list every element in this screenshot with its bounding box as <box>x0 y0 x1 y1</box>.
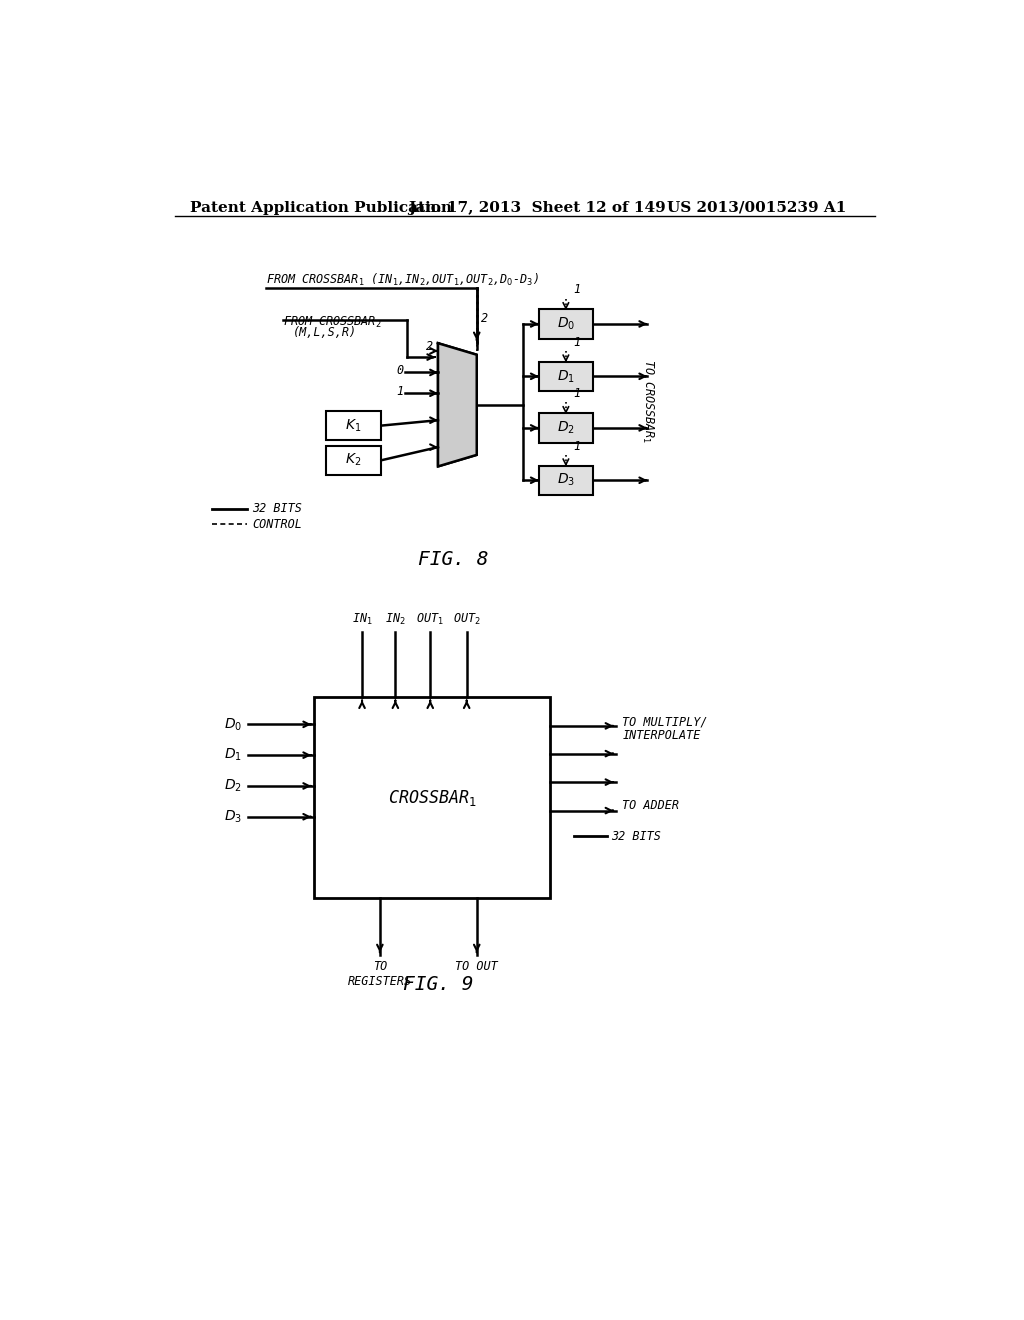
Text: 1: 1 <box>396 385 403 399</box>
Text: 2: 2 <box>426 341 433 354</box>
Text: 2: 2 <box>480 313 487 326</box>
Text: $D_1$: $D_1$ <box>557 368 574 384</box>
Text: 32 BITS: 32 BITS <box>611 829 662 842</box>
Bar <box>314 697 550 898</box>
Text: TO
REGISTERS: TO REGISTERS <box>348 960 412 987</box>
Text: CROSSBAR$_1$: CROSSBAR$_1$ <box>388 788 476 808</box>
Text: 1: 1 <box>573 440 581 453</box>
Bar <box>539 309 593 339</box>
Text: 0: 0 <box>396 364 403 378</box>
Text: TO CROSSBAR$_1$: TO CROSSBAR$_1$ <box>640 359 654 444</box>
Text: OUT$_1$: OUT$_1$ <box>417 612 444 627</box>
Text: TO ADDER: TO ADDER <box>623 799 680 812</box>
Bar <box>539 466 593 495</box>
Text: $D_0$: $D_0$ <box>557 315 574 333</box>
Text: $D_3$: $D_3$ <box>224 809 242 825</box>
Text: FROM CROSSBAR$_2$: FROM CROSSBAR$_2$ <box>283 314 382 330</box>
Text: 32 BITS: 32 BITS <box>252 502 302 515</box>
Text: $D_1$: $D_1$ <box>224 747 242 763</box>
Text: $K_1$: $K_1$ <box>345 417 361 434</box>
Text: FROM CROSSBAR$_1$ (IN$_1$,IN$_2$,OUT$_1$,OUT$_2$,D$_0$-D$_3$): FROM CROSSBAR$_1$ (IN$_1$,IN$_2$,OUT$_1$… <box>266 272 539 289</box>
Text: IN$_1$: IN$_1$ <box>351 612 373 627</box>
Text: TO OUT: TO OUT <box>456 960 498 973</box>
Bar <box>539 362 593 391</box>
Text: US 2013/0015239 A1: US 2013/0015239 A1 <box>667 201 846 215</box>
Bar <box>326 446 381 475</box>
Text: $D_2$: $D_2$ <box>224 777 242 795</box>
Text: 1: 1 <box>573 387 581 400</box>
Bar <box>326 411 381 441</box>
Polygon shape <box>438 343 477 466</box>
Text: (M,L,S,R): (M,L,S,R) <box>293 326 357 339</box>
Bar <box>539 413 593 442</box>
Text: INTERPOLATE: INTERPOLATE <box>623 730 700 742</box>
Text: CONTROL: CONTROL <box>252 517 302 531</box>
Text: $D_0$: $D_0$ <box>223 717 242 733</box>
Text: 1: 1 <box>573 335 581 348</box>
Text: Patent Application Publication: Patent Application Publication <box>190 201 452 215</box>
Text: $D_3$: $D_3$ <box>557 473 574 488</box>
Text: IN$_2$: IN$_2$ <box>385 612 406 627</box>
Text: $D_2$: $D_2$ <box>557 420 574 436</box>
Text: FIG. 8: FIG. 8 <box>418 549 488 569</box>
Text: Jan. 17, 2013  Sheet 12 of 149: Jan. 17, 2013 Sheet 12 of 149 <box>409 201 667 215</box>
Text: OUT$_2$: OUT$_2$ <box>453 612 480 627</box>
Text: TO MULTIPLY/: TO MULTIPLY/ <box>623 715 708 729</box>
Text: 1: 1 <box>573 284 581 296</box>
Text: FIG. 9: FIG. 9 <box>402 974 473 994</box>
Text: $K_2$: $K_2$ <box>345 451 361 469</box>
